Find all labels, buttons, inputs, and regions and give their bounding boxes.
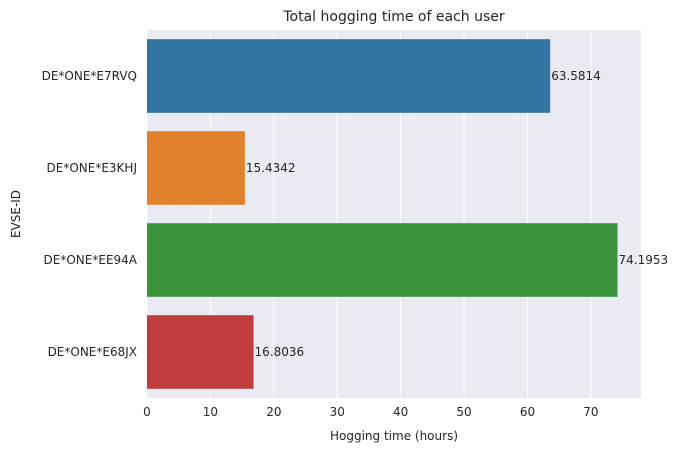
y-tick-label: DE*ONE*E7RVQ — [42, 69, 137, 83]
chart-title: Total hogging time of each user — [282, 9, 504, 25]
x-tick-label: 10 — [203, 405, 218, 419]
bar-value-label: 15.4342 — [246, 161, 296, 175]
y-axis-label: EVSE-ID — [9, 190, 23, 238]
x-tick-label: 70 — [583, 405, 598, 419]
x-tick-labels: 0 10 20 30 40 50 60 70 — [143, 405, 598, 419]
x-tick-label: 60 — [520, 405, 535, 419]
y-tick-labels: DE*ONE*E7RVQ DE*ONE*E3KHJ DE*ONE*EE94A DE*O… — [42, 69, 138, 359]
data-labels: 63.5814 15.4342 74.1953 16.8036 — [246, 69, 668, 359]
bar — [147, 223, 618, 297]
bar — [147, 131, 245, 205]
bar-value-label: 63.5814 — [551, 69, 601, 83]
x-axis-label: Hogging time (hours) — [330, 429, 458, 443]
bars — [147, 39, 618, 389]
y-tick-label: DE*ONE*EE94A — [44, 253, 138, 267]
x-tick-label: 40 — [393, 405, 408, 419]
bar — [147, 39, 551, 113]
x-tick-label: 30 — [330, 405, 345, 419]
x-tick-label: 0 — [143, 405, 151, 419]
y-tick-label: DE*ONE*E3KHJ — [47, 161, 137, 175]
x-tick-label: 50 — [456, 405, 471, 419]
bar-value-label: 16.8036 — [255, 345, 305, 359]
x-tick-label: 20 — [266, 405, 281, 419]
bar-value-label: 74.1953 — [619, 253, 669, 267]
y-tick-label: DE*ONE*E68JX — [48, 345, 137, 359]
bar — [147, 315, 254, 389]
